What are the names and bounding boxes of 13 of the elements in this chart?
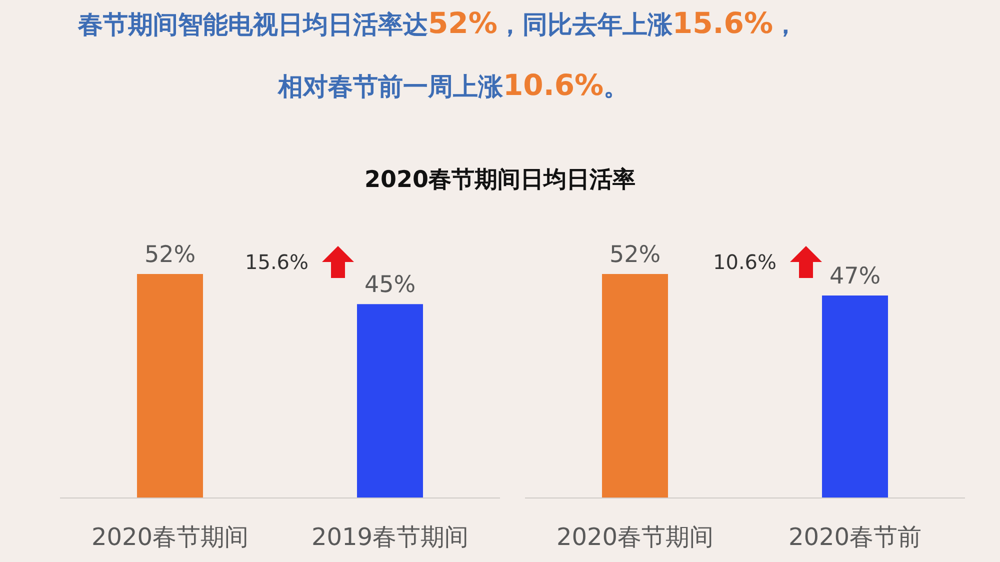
data-label: 47% [829,264,881,290]
text: 春节期间智能电视日均日活率达52%，同比去年上涨15.6%， [78,6,798,40]
annotation: 10.6% [713,250,777,274]
x-tick-label: 2020春节期间 [556,523,714,552]
x-tick-label: 2020春节前 [788,523,922,552]
data-label: 45% [364,272,416,298]
x-tick-label: 2019春节期间 [311,523,469,552]
text: 相对春节前一周上涨10.6%。 [278,68,629,102]
data-label: 52% [609,242,661,268]
chart-title: 2020春节期间日均日活率 [363,166,636,195]
x-tick-label: 2020春节期间 [91,523,249,552]
annotation: 15.6% [245,250,309,274]
data-label: 52% [144,242,196,268]
